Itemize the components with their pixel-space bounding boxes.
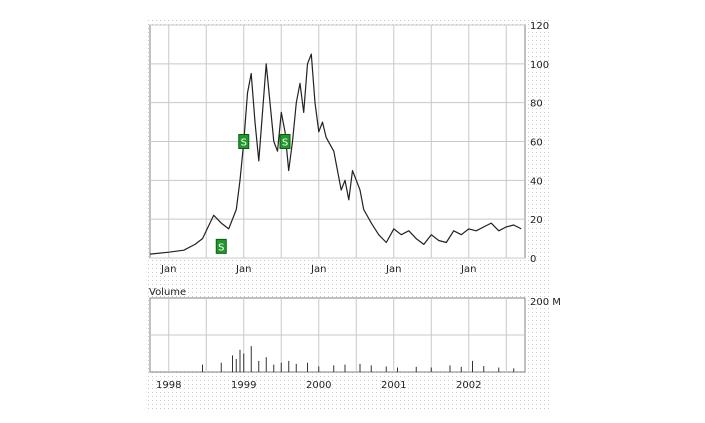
split-marker-box <box>238 134 250 149</box>
price-y-tick-label: 20 <box>530 215 543 226</box>
split-marker-box <box>215 238 227 254</box>
volume-x-tick-label: 2001 <box>381 380 406 391</box>
price-y-tick-labels: 0 20 40 60 80 100 120 <box>530 21 549 265</box>
volume-x-tick-labels: 1998 1999 2000 2001 2002 <box>156 380 481 391</box>
price-panel: 0 20 40 60 80 100 120 Jan Jan Jan Jan Jan S S S <box>149 21 549 275</box>
price-x-tick-label: Jan <box>460 264 476 275</box>
volume-x-tick-label: 1998 <box>156 380 181 391</box>
price-line-series <box>149 53 522 255</box>
price-x-tick-label: Jan <box>235 264 251 275</box>
volume-x-tick-label: 2002 <box>456 380 481 391</box>
price-line <box>149 53 522 255</box>
volume-title: Volume <box>149 287 186 298</box>
split-marker-label: S <box>241 138 247 149</box>
price-grid <box>150 24 525 259</box>
price-y-tick-label: 0 <box>530 254 536 265</box>
price-x-tick-label: Jan <box>310 264 326 275</box>
price-y-tick-label: 80 <box>530 99 543 110</box>
split-marker: S <box>238 134 250 149</box>
price-y-tick-label: 120 <box>530 21 549 32</box>
split-marker-label: S <box>282 138 288 149</box>
split-marker-label: S <box>218 242 224 253</box>
volume-max-label: 200 M <box>530 297 561 308</box>
volume-bars <box>202 346 515 372</box>
volume-grid <box>150 298 525 372</box>
price-y-tick-label: 40 <box>530 176 543 187</box>
price-x-tick-labels: Jan Jan Jan Jan Jan <box>160 264 476 275</box>
volume-x-tick-label: 1999 <box>231 380 256 391</box>
price-x-tick-label: Jan <box>385 264 401 275</box>
price-y-tick-label: 100 <box>530 60 549 71</box>
price-y-tick-label: 60 <box>530 138 543 149</box>
split-marker: S <box>215 238 227 254</box>
split-marker: S <box>279 134 291 149</box>
price-x-tick-label: Jan <box>160 264 176 275</box>
volume-panel: Volume 200 M 1998 1999 2000 2001 2002 <box>149 287 561 391</box>
volume-x-tick-label: 2000 <box>306 380 331 391</box>
split-markers: S S S <box>215 134 291 254</box>
split-marker-box <box>279 134 291 149</box>
